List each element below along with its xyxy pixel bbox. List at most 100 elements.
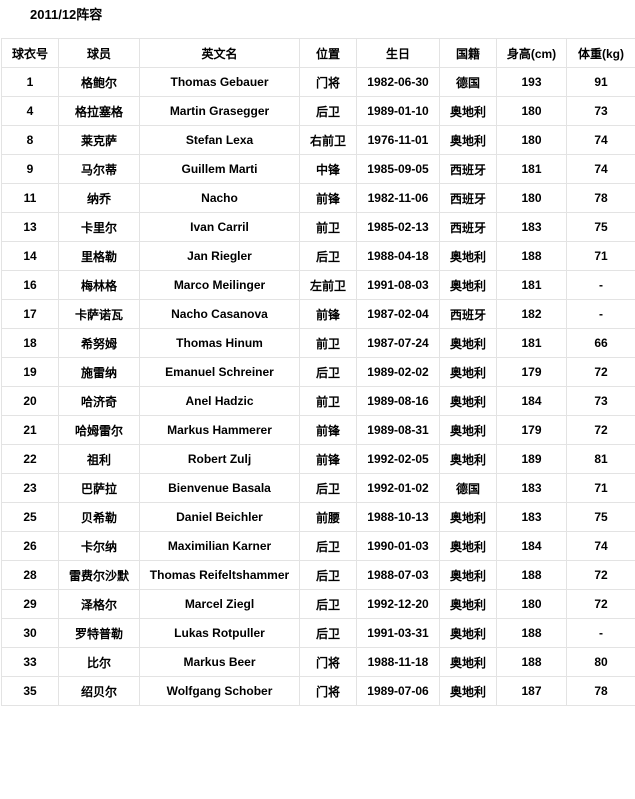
table-row: 26 卡尔纳 Maximilian Karner 后卫 1990-01-03 奥地利 184… xyxy=(1,531,635,561)
cell-position: 后卫 xyxy=(299,96,357,126)
cell-weight: 80 xyxy=(566,647,635,677)
table-row: 9 马尔蒂 Guillem Marti 中锋 1985-09-05 西班牙 181 74 xyxy=(1,154,635,184)
cell-player: 里格勒 xyxy=(58,241,140,271)
cell-height: 180 xyxy=(496,589,567,619)
cell-player: 祖利 xyxy=(58,444,140,474)
cell-birthday: 1989-02-02 xyxy=(356,357,440,387)
column-header-nationality: 国籍 xyxy=(439,38,497,68)
cell-birthday: 1990-01-03 xyxy=(356,531,440,561)
cell-number: 9 xyxy=(1,154,59,184)
cell-height: 189 xyxy=(496,444,567,474)
cell-nationality: 奥地利 xyxy=(439,270,497,300)
cell-nationality: 奥地利 xyxy=(439,618,497,648)
cell-weight: 73 xyxy=(566,96,635,126)
cell-nationality: 奥地利 xyxy=(439,328,497,358)
cell-english-name: Marco Meilinger xyxy=(139,270,300,300)
cell-height: 181 xyxy=(496,154,567,184)
cell-birthday: 1989-01-10 xyxy=(356,96,440,126)
cell-english-name: Nacho xyxy=(139,183,300,213)
cell-nationality: 奥地利 xyxy=(439,560,497,590)
cell-english-name: Thomas Hinum xyxy=(139,328,300,358)
cell-player: 贝希勒 xyxy=(58,502,140,532)
table-row: 1 格鲍尔 Thomas Gebauer 门将 1982-06-30 德国 193 91 xyxy=(1,67,635,97)
cell-position: 前锋 xyxy=(299,444,357,474)
cell-player: 施雷纳 xyxy=(58,357,140,387)
cell-nationality: 奥地利 xyxy=(439,241,497,271)
cell-nationality: 德国 xyxy=(439,473,497,503)
page-title: 2011/12阵容 xyxy=(30,7,103,22)
cell-nationality: 奥地利 xyxy=(439,531,497,561)
cell-height: 188 xyxy=(496,241,567,271)
cell-position: 后卫 xyxy=(299,589,357,619)
cell-nationality: 奥地利 xyxy=(439,444,497,474)
cell-height: 180 xyxy=(496,125,567,155)
table-row: 22 祖利 Robert Zulj 前锋 1992-02-05 奥地利 189 81 xyxy=(1,444,635,474)
cell-birthday: 1989-08-31 xyxy=(356,415,440,445)
cell-position: 门将 xyxy=(299,67,357,97)
cell-english-name: Anel Hadzic xyxy=(139,386,300,416)
cell-player: 马尔蒂 xyxy=(58,154,140,184)
cell-number: 13 xyxy=(1,212,59,242)
cell-position: 后卫 xyxy=(299,560,357,590)
cell-number: 16 xyxy=(1,270,59,300)
cell-weight: - xyxy=(566,618,635,648)
table-row: 14 里格勒 Jan Riegler 后卫 1988-04-18 奥地利 188 71 xyxy=(1,241,635,271)
column-header-player: 球员 xyxy=(58,38,140,68)
cell-nationality: 奥地利 xyxy=(439,357,497,387)
table-row: 17 卡萨诺瓦 Nacho Casanova 前锋 1987-02-04 西班牙 182- xyxy=(1,299,635,329)
cell-weight: 74 xyxy=(566,531,635,561)
cell-weight: 91 xyxy=(566,67,635,97)
cell-weight: 66 xyxy=(566,328,635,358)
cell-number: 21 xyxy=(1,415,59,445)
cell-height: 181 xyxy=(496,328,567,358)
cell-nationality: 奥地利 xyxy=(439,676,497,706)
cell-position: 门将 xyxy=(299,676,357,706)
table-row: 20 哈济奇 Anel Hadzic 前卫 1989-08-16 奥地利 184 73 xyxy=(1,386,635,416)
cell-number: 35 xyxy=(1,676,59,706)
cell-height: 183 xyxy=(496,473,567,503)
table-row: 35 绍贝尔 Wolfgang Schober 门将 1989-07-06 奥地利 187 7… xyxy=(1,676,635,706)
cell-birthday: 1985-02-13 xyxy=(356,212,440,242)
header-row: 球衣号 球员 英文名 位置 生日 国籍 身高(cm) 体重(kg) xyxy=(1,38,635,68)
cell-birthday: 1989-07-06 xyxy=(356,676,440,706)
cell-height: 179 xyxy=(496,357,567,387)
cell-weight: 74 xyxy=(566,125,635,155)
cell-birthday: 1989-08-16 xyxy=(356,386,440,416)
cell-height: 179 xyxy=(496,415,567,445)
cell-height: 193 xyxy=(496,67,567,97)
column-header-birthday: 生日 xyxy=(356,38,440,68)
cell-nationality: 德国 xyxy=(439,67,497,97)
cell-player: 哈济奇 xyxy=(58,386,140,416)
cell-number: 14 xyxy=(1,241,59,271)
cell-number: 22 xyxy=(1,444,59,474)
cell-birthday: 1988-10-13 xyxy=(356,502,440,532)
cell-english-name: Ivan Carril xyxy=(139,212,300,242)
table-row: 21 哈姆雷尔 Markus Hammerer 前锋 1989-08-31 奥地利 179 7… xyxy=(1,415,635,445)
cell-position: 右前卫 xyxy=(299,125,357,155)
cell-birthday: 1992-01-02 xyxy=(356,473,440,503)
cell-height: 183 xyxy=(496,212,567,242)
cell-weight: 75 xyxy=(566,502,635,532)
cell-weight: 74 xyxy=(566,154,635,184)
cell-english-name: Guillem Marti xyxy=(139,154,300,184)
table-row: 23 巴萨拉 Bienvenue Basala 后卫 1992-01-02 德国 183 71 xyxy=(1,473,635,503)
cell-number: 8 xyxy=(1,125,59,155)
cell-nationality: 西班牙 xyxy=(439,212,497,242)
cell-nationality: 西班牙 xyxy=(439,183,497,213)
cell-birthday: 1987-02-04 xyxy=(356,299,440,329)
cell-number: 19 xyxy=(1,357,59,387)
cell-weight: 72 xyxy=(566,357,635,387)
cell-nationality: 奥地利 xyxy=(439,647,497,677)
cell-english-name: Marcel Ziegl xyxy=(139,589,300,619)
cell-birthday: 1982-11-06 xyxy=(356,183,440,213)
cell-position: 后卫 xyxy=(299,241,357,271)
cell-height: 188 xyxy=(496,647,567,677)
cell-position: 后卫 xyxy=(299,357,357,387)
column-header-weight: 体重(kg) xyxy=(566,38,635,68)
cell-birthday: 1988-11-18 xyxy=(356,647,440,677)
cell-number: 33 xyxy=(1,647,59,677)
cell-player: 卡萨诺瓦 xyxy=(58,299,140,329)
table-row: 8 莱克萨 Stefan Lexa 右前卫 1976-11-01 奥地利 180 74 xyxy=(1,125,635,155)
cell-nationality: 奥地利 xyxy=(439,386,497,416)
table-row: 30 罗特普勒 Lukas Rotpuller 后卫 1991-03-31 奥地利 188- xyxy=(1,618,635,648)
